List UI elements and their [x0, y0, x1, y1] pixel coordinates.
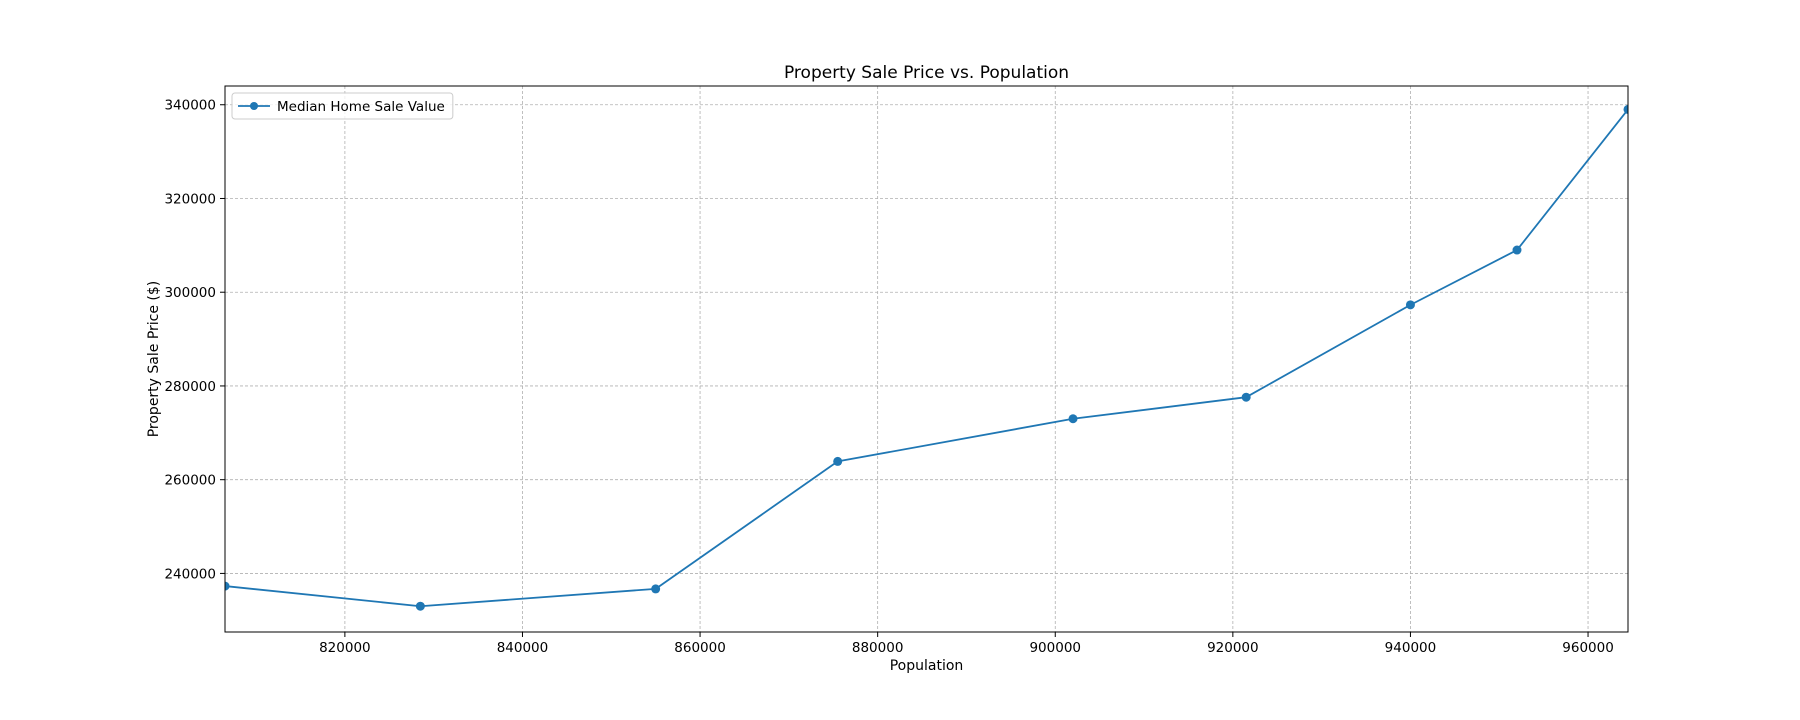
y-tick-label: 260000 — [164, 473, 216, 489]
legend-box — [231, 92, 454, 120]
data-point — [651, 584, 661, 594]
x-tick-label: 940000 — [1385, 640, 1437, 656]
data-point — [1241, 392, 1251, 402]
x-tick-label: 960000 — [1562, 640, 1614, 656]
grid — [225, 86, 1628, 632]
y-tick-label: 300000 — [164, 285, 216, 301]
plot-frame — [224, 85, 1629, 633]
y-tick-label: 340000 — [164, 98, 216, 114]
x-tick-label: 840000 — [497, 640, 549, 656]
data-point — [225, 581, 230, 591]
x-tick-label: 880000 — [852, 640, 904, 656]
x-tick-label: 920000 — [1207, 640, 1259, 656]
y-tick-label: 280000 — [164, 379, 216, 395]
data-point — [1623, 104, 1628, 114]
chart-title: Property Sale Price vs. Population — [784, 63, 1069, 83]
x-axis-ticks: 820000 840000 860000 880000 900000 920000 9400… — [319, 632, 1614, 656]
x-axis-label: Population — [890, 658, 964, 674]
legend: Median Home Sale Value — [231, 92, 454, 120]
data-point — [1512, 245, 1522, 255]
y-tick-label: 320000 — [164, 191, 216, 207]
y-axis-label: Property Sale Price ($) — [146, 281, 162, 438]
data-point — [1405, 300, 1415, 310]
series-layer — [225, 104, 1628, 611]
x-tick-label: 900000 — [1029, 640, 1081, 656]
x-tick-label: 820000 — [319, 640, 371, 656]
x-tick-label: 860000 — [674, 640, 726, 656]
y-tick-label: 240000 — [164, 566, 216, 582]
data-point — [1068, 414, 1078, 424]
legend-marker — [250, 102, 258, 110]
legend-label: Median Home Sale Value — [277, 99, 445, 115]
series-0 — [225, 104, 1628, 611]
data-point — [415, 601, 425, 611]
y-axis-ticks: 240000 260000 280000 300000 320000 340000 — [164, 98, 225, 582]
series-line — [225, 108, 1628, 608]
data-point — [833, 456, 843, 466]
